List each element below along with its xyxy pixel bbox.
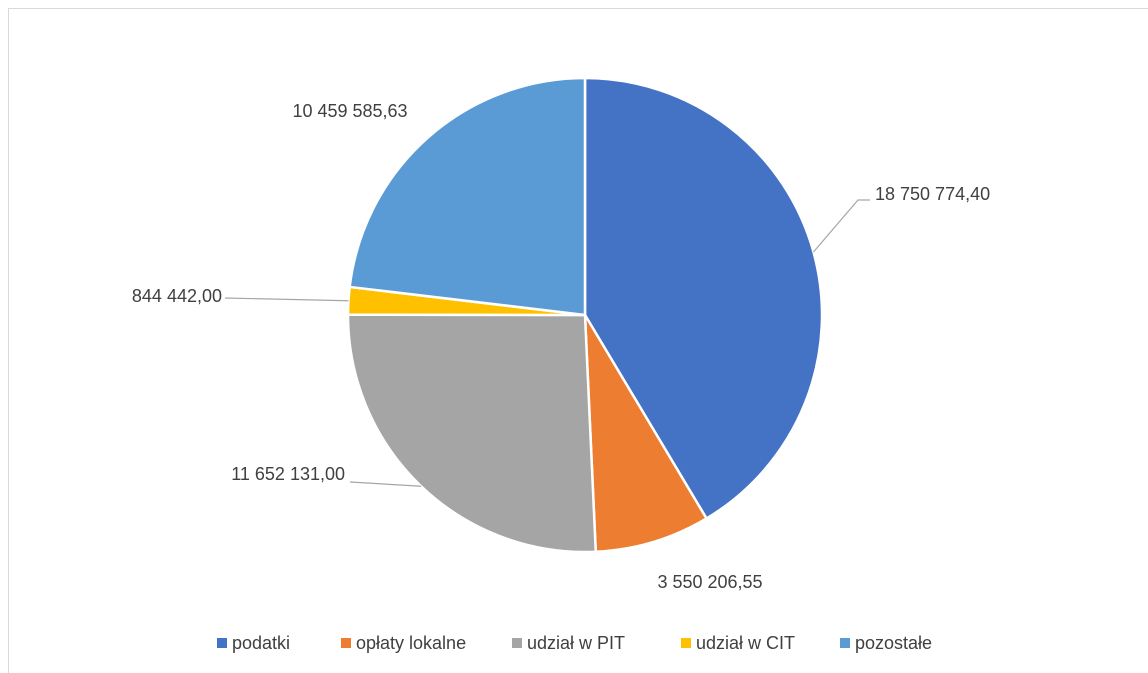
legend-label: pozostałe bbox=[855, 633, 932, 653]
legend-swatch bbox=[217, 638, 227, 648]
leader-line bbox=[349, 481, 422, 487]
pie bbox=[346, 76, 824, 554]
pie-slice bbox=[583, 314, 709, 554]
legend-label: udział w CIT bbox=[696, 633, 795, 653]
legend-swatch bbox=[341, 638, 351, 648]
data-label: 844 442,00 bbox=[132, 286, 222, 306]
data-label: 11 652 131,00 bbox=[231, 464, 345, 484]
legend-label: opłaty lokalne bbox=[356, 633, 466, 653]
leader-line bbox=[224, 297, 349, 302]
data-label: 10 459 585,63 bbox=[292, 101, 407, 121]
data-label: 3 550 206,55 bbox=[657, 572, 762, 592]
data-label: 18 750 774,40 bbox=[875, 184, 990, 204]
pie-slice bbox=[583, 76, 824, 521]
legend-label: udział w PIT bbox=[527, 633, 625, 653]
pie-slice bbox=[348, 76, 587, 317]
legend-swatch bbox=[512, 638, 522, 648]
legend-swatch bbox=[681, 638, 691, 648]
leader-line bbox=[813, 199, 870, 253]
legend-label: podatki bbox=[232, 633, 290, 653]
legend-swatch bbox=[840, 638, 850, 648]
